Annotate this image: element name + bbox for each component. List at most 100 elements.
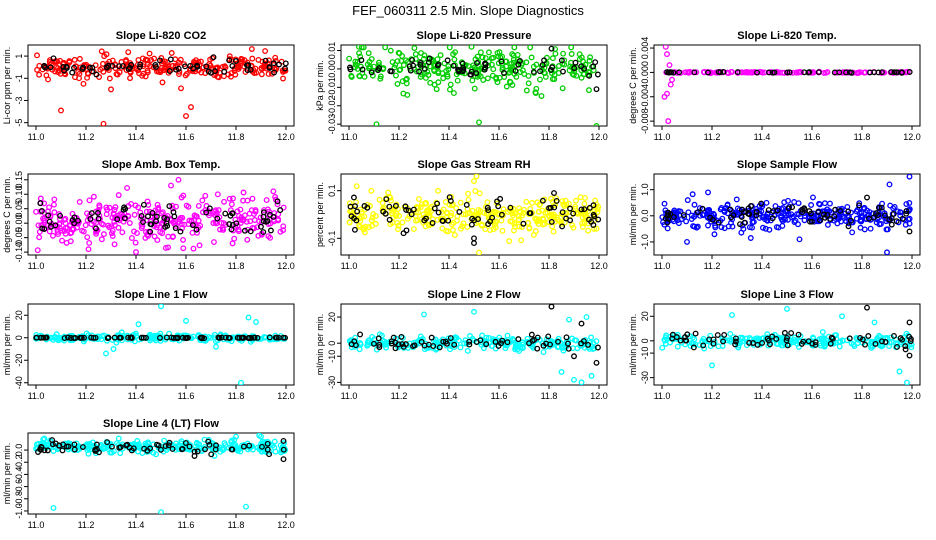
panel-7: Slope Line 1 Flow ml/min per min. 11.0 11.2… <box>2 289 295 401</box>
panel-6-point <box>864 194 870 201</box>
panel-6-xtick-label: 11.6 <box>804 261 821 271</box>
panel-6-point <box>779 218 786 224</box>
panel-5-point <box>553 198 560 204</box>
panel-1-xtick-label: 11.8 <box>228 132 245 142</box>
panel-5-ytick-label: 0.1 <box>327 184 337 197</box>
panel-2: Slope Li-820 Pressure kPa per min. 11.0 11.… <box>315 30 608 142</box>
panel-1-point <box>119 63 126 70</box>
panel-4-point <box>85 246 92 253</box>
panel-4-point <box>189 229 196 236</box>
panel-2-point <box>586 57 593 64</box>
panel-5-point <box>403 206 410 213</box>
panel-10-point <box>258 433 264 440</box>
panel-1-point <box>34 52 40 59</box>
panel-10: Slope Line 4 (LT) Flow ml/min per min. 11.… <box>2 418 295 530</box>
panel-2-point <box>571 65 578 72</box>
panel-2-point <box>533 61 540 68</box>
panel-6-point <box>845 223 852 230</box>
panel-5-point <box>530 232 537 238</box>
panel-4-point <box>203 209 210 216</box>
panel-1-point <box>36 71 43 78</box>
panel-9-point <box>857 334 864 341</box>
panel-6-point <box>738 213 745 220</box>
panel-10-point <box>169 446 176 452</box>
panel-5-point <box>510 227 517 234</box>
panel-8-xtick-label: 12.0 <box>590 391 608 401</box>
panel-7-point <box>234 334 241 341</box>
panel-6-point <box>875 204 882 211</box>
panel-3-point <box>821 69 827 76</box>
panel-2-ytick-label: -0.03 <box>327 114 337 135</box>
panel-4-point <box>247 218 254 225</box>
panel-9-point <box>720 338 727 345</box>
panel-10-ytick-label: -0.8 <box>14 491 24 507</box>
panel-4-point <box>57 212 64 219</box>
panel-5-point <box>559 209 566 216</box>
panel-6-point <box>848 209 854 216</box>
panel-5-point <box>585 227 592 234</box>
panel-2-point <box>510 52 517 59</box>
panel-1-ytick-label: -1 <box>14 74 24 82</box>
panel-9-point <box>784 305 790 312</box>
panel-9-point <box>727 330 734 337</box>
panel-4-point <box>155 204 162 211</box>
panel-7-point <box>37 334 44 341</box>
panel-6-point <box>738 229 745 236</box>
panel-3-point <box>705 69 711 76</box>
panel-6-point <box>763 199 770 206</box>
panel-2-point <box>517 58 523 64</box>
panel-6-point <box>722 205 729 212</box>
panel-9-point <box>673 334 680 341</box>
panel-10-point <box>49 437 56 444</box>
panel-1-point <box>266 64 273 70</box>
panel-10-point <box>93 446 100 453</box>
panel-7-frame <box>27 303 295 386</box>
panel-5-point <box>533 216 540 223</box>
panel-8-point <box>504 342 511 349</box>
panel-5-series-reference <box>347 190 602 247</box>
panel-9-title: Slope Line 3 Flow <box>741 289 834 301</box>
panel-10-point <box>150 441 157 448</box>
panel-7-point <box>225 334 232 341</box>
panel-8-ytick-label: -30 <box>327 376 337 389</box>
panel-3-point <box>847 69 853 76</box>
panel-10-point <box>33 441 40 448</box>
panel-5-point <box>400 230 407 237</box>
panel-6-point <box>680 212 687 218</box>
panel-3-point <box>836 69 843 76</box>
panel-2-point <box>403 80 410 87</box>
panel-1-point <box>272 54 279 61</box>
panel-2-point <box>365 50 372 57</box>
panel-4-ytick-label: -0.05 <box>14 227 24 248</box>
panel-4-point <box>33 208 40 215</box>
panel-1-point <box>226 57 233 64</box>
panel-5-point <box>402 203 409 210</box>
panel-4-points <box>33 176 287 255</box>
panel-5-point <box>348 213 355 220</box>
panel-4-point <box>154 237 161 244</box>
panel-8-point <box>483 341 490 348</box>
panel-6-point <box>893 218 900 225</box>
panel-5-point <box>457 199 464 206</box>
panel-5-point <box>475 206 482 213</box>
panel-6: Slope Sample Flow ml/min per min. 11.0 11.2… <box>628 159 921 271</box>
panel-1-point <box>262 57 269 64</box>
panel-2-point <box>530 68 537 75</box>
panel-4-point <box>169 234 176 241</box>
panel-4-point <box>169 202 176 209</box>
panel-2-point <box>395 49 402 56</box>
panel-8-point <box>588 334 595 341</box>
panel-6-point <box>886 181 893 188</box>
panel-1-title: Slope Li-820 CO2 <box>116 30 206 42</box>
panel-10-point <box>123 442 130 449</box>
panel-10-point <box>249 443 256 449</box>
panel-6-point <box>761 213 767 220</box>
panel-7-point <box>238 379 244 385</box>
panel-3-point <box>906 69 913 75</box>
panel-6-point <box>689 191 696 198</box>
panel-2-point <box>346 55 353 62</box>
panel-6-point <box>810 194 816 201</box>
panel-6-point <box>747 235 754 241</box>
panel-6-point <box>769 215 776 222</box>
panel-8-point <box>578 379 585 385</box>
